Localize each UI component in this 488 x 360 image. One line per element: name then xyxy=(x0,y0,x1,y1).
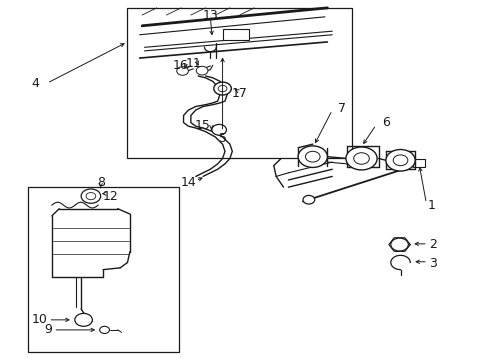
Text: 13: 13 xyxy=(202,9,218,22)
Circle shape xyxy=(390,238,407,251)
Text: 16: 16 xyxy=(172,59,188,72)
Text: 9: 9 xyxy=(44,323,52,336)
Text: 14: 14 xyxy=(180,176,196,189)
Text: 11: 11 xyxy=(185,57,201,70)
Circle shape xyxy=(345,147,376,170)
Text: 4: 4 xyxy=(32,77,40,90)
Circle shape xyxy=(385,149,414,171)
Circle shape xyxy=(196,66,207,75)
Circle shape xyxy=(213,82,231,95)
Text: 1: 1 xyxy=(427,199,434,212)
Circle shape xyxy=(298,146,327,167)
Text: 6: 6 xyxy=(381,116,389,129)
Text: 8: 8 xyxy=(97,176,104,189)
Circle shape xyxy=(305,151,320,162)
Text: 7: 7 xyxy=(337,102,346,115)
Circle shape xyxy=(75,314,92,326)
Bar xyxy=(412,159,424,167)
Text: 10: 10 xyxy=(32,313,47,327)
Circle shape xyxy=(100,326,109,333)
Bar xyxy=(222,30,249,40)
Text: 15: 15 xyxy=(194,119,210,132)
Circle shape xyxy=(392,155,407,166)
Text: 12: 12 xyxy=(102,190,118,203)
Text: 5: 5 xyxy=(218,132,226,145)
Circle shape xyxy=(81,189,101,203)
Text: 3: 3 xyxy=(428,257,436,270)
Text: 2: 2 xyxy=(428,238,436,251)
Bar xyxy=(127,8,351,158)
Text: 17: 17 xyxy=(231,87,247,100)
Circle shape xyxy=(176,67,188,75)
Circle shape xyxy=(218,85,226,92)
Bar xyxy=(27,187,178,352)
Circle shape xyxy=(211,125,226,135)
Circle shape xyxy=(303,195,314,204)
Circle shape xyxy=(353,153,368,164)
Circle shape xyxy=(86,193,96,200)
